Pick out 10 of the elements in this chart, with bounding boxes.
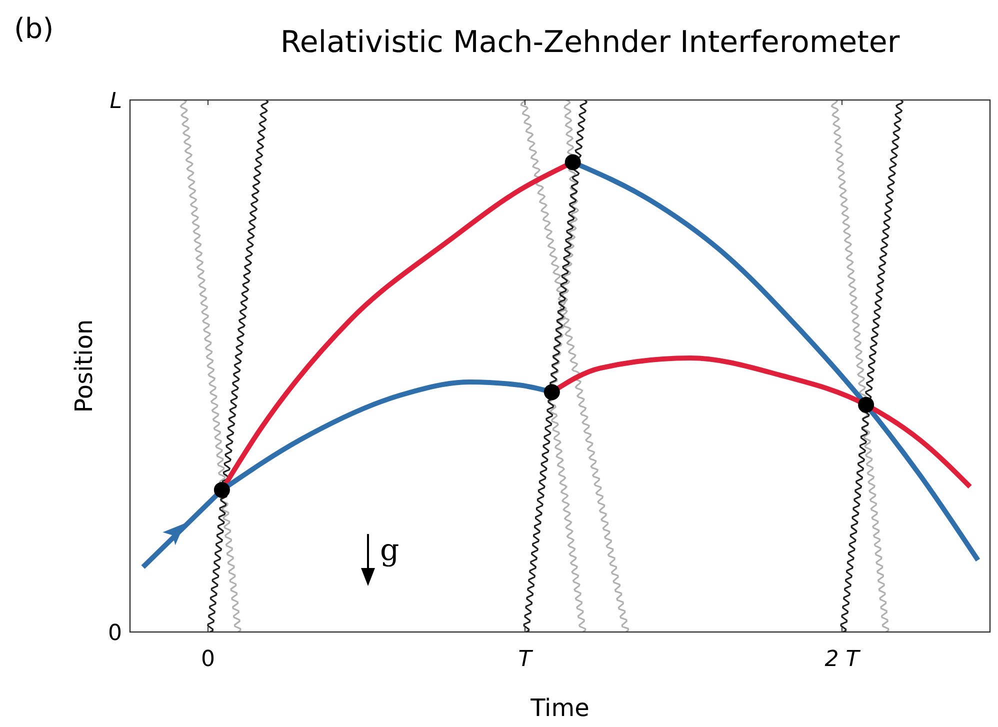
y-axis-title: Position	[70, 319, 98, 413]
text: (b)	[14, 12, 54, 45]
x-axis-title: Time	[530, 694, 590, 722]
x-tick-label: 2 T	[824, 647, 861, 672]
text: 0	[108, 621, 122, 646]
x-tick-label: 0	[200, 647, 215, 672]
text: L	[110, 89, 122, 114]
x-tick-label: T	[518, 647, 534, 672]
annotation: g	[380, 533, 400, 568]
chart-title: Relativistic Mach-Zehnder Interferometer	[280, 25, 900, 60]
